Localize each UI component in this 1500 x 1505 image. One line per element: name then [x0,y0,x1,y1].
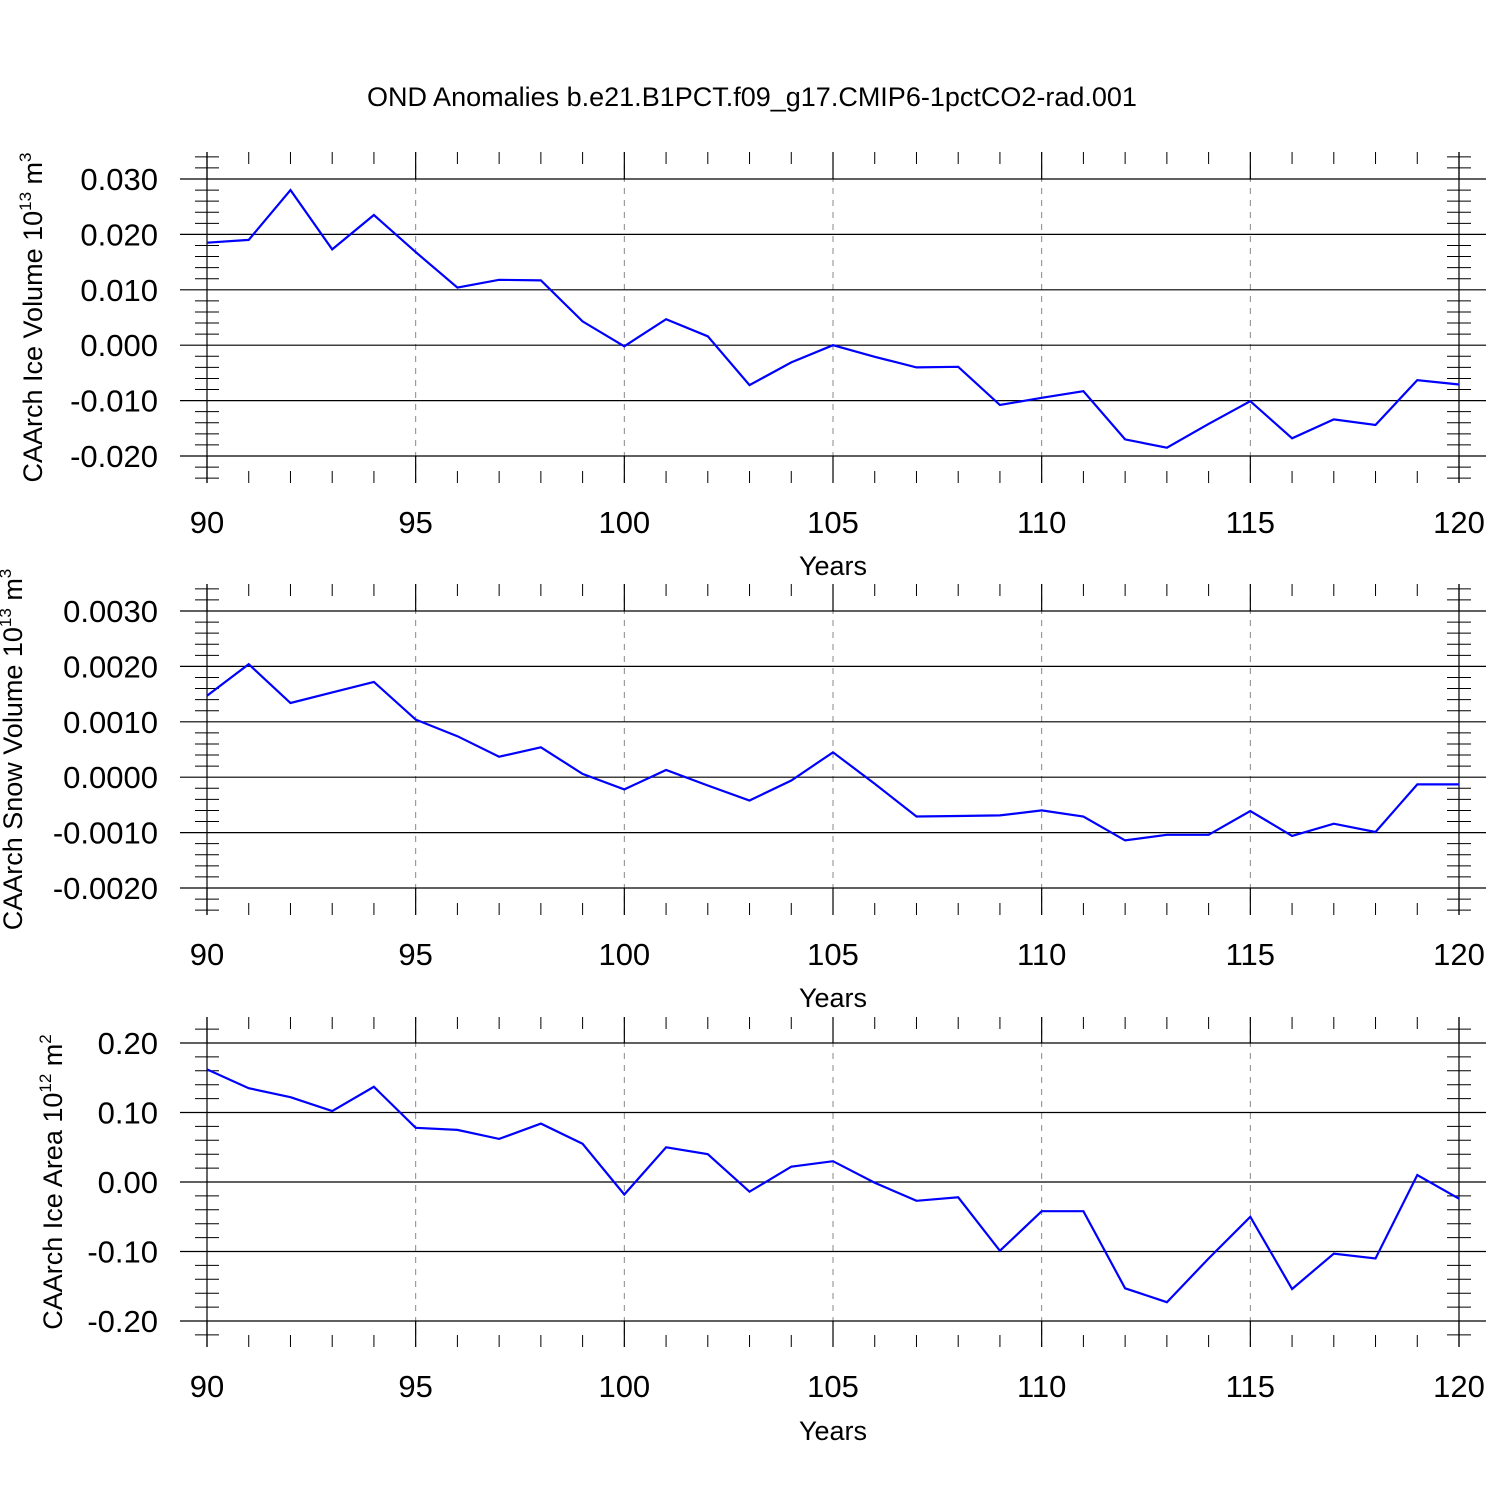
y-tick-label: -0.010 [70,384,158,419]
x-tick-label: 110 [1017,937,1066,972]
y-tick-label: 0.0010 [63,705,158,740]
x-tick-label: 100 [598,505,650,540]
x-tick-label: 115 [1226,505,1275,540]
x-tick-label: 95 [398,1369,432,1404]
panel-ice-volume: -0.020 -0.010 0.000 0.010 0.020 0.030 90 95 100 1… [16,152,1486,581]
y-axis-label: CAArch Ice Volume 1013 m3 [16,152,48,482]
y-tick-label: 0.20 [98,1026,158,1061]
y-tick-label: -0.10 [87,1235,158,1270]
x-tick-label: 90 [190,937,224,972]
x-tick-label: 95 [398,937,432,972]
y-tick-label: 0.030 [80,162,158,197]
chart-title: OND Anomalies b.e21.B1PCT.f09_g17.CMIP6-… [367,82,1137,112]
x-tick-label: 115 [1226,1369,1275,1404]
x-tick-label: 110 [1017,505,1066,540]
x-tick-label: 105 [807,1369,859,1404]
y-tick-label: 0.010 [80,273,158,308]
x-tick-label: 95 [398,505,432,540]
y-tick-label: 0.0000 [63,760,158,795]
y-tick-label: 0.10 [98,1096,158,1131]
x-tick-label: 105 [807,937,859,972]
y-tick-label: -0.020 [70,439,158,474]
x-tick-label: 120 [1433,1369,1485,1404]
series-line [206,188,1460,449]
y-tick-label: -0.0020 [53,871,158,906]
panel-snow-volume: -0.0020 -0.0010 0.0000 0.0010 0.0020 0.0030 90… [0,569,1486,1013]
x-tick-label: 110 [1017,1369,1066,1404]
x-tick-label: 115 [1226,937,1275,972]
series-line [206,662,1459,842]
series-line [206,1068,1460,1304]
x-tick-label: 90 [190,1369,224,1404]
y-axis-label: CAArch Ice Area 1012 m2 [36,1034,68,1330]
x-tick-label: 100 [598,1369,650,1404]
x-tick-label: 120 [1433,505,1485,540]
y-tick-label: 0.0020 [63,649,158,684]
x-tick-label: 100 [598,937,650,972]
y-tick-label: -0.0010 [53,816,158,851]
y-tick-label: 0.0030 [63,594,158,629]
y-tick-label: 0.020 [80,217,158,252]
x-tick-label: 90 [190,505,224,540]
x-axis-label: Years [799,1416,867,1446]
x-tick-label: 105 [807,505,859,540]
y-axis-label: CAArch Snow Volume 1013 m3 [0,569,28,931]
y-tick-label: -0.20 [87,1304,158,1339]
x-axis-label: Years [799,983,867,1013]
y-tick-label: 0.00 [98,1165,158,1200]
y-tick-label: 0.000 [80,328,158,363]
x-axis-label: Years [799,551,867,581]
x-tick-label: 120 [1433,937,1485,972]
panel-ice-area: -0.20 -0.10 0.00 0.10 0.20 90 95 100 105 110 115 12… [36,1017,1486,1446]
